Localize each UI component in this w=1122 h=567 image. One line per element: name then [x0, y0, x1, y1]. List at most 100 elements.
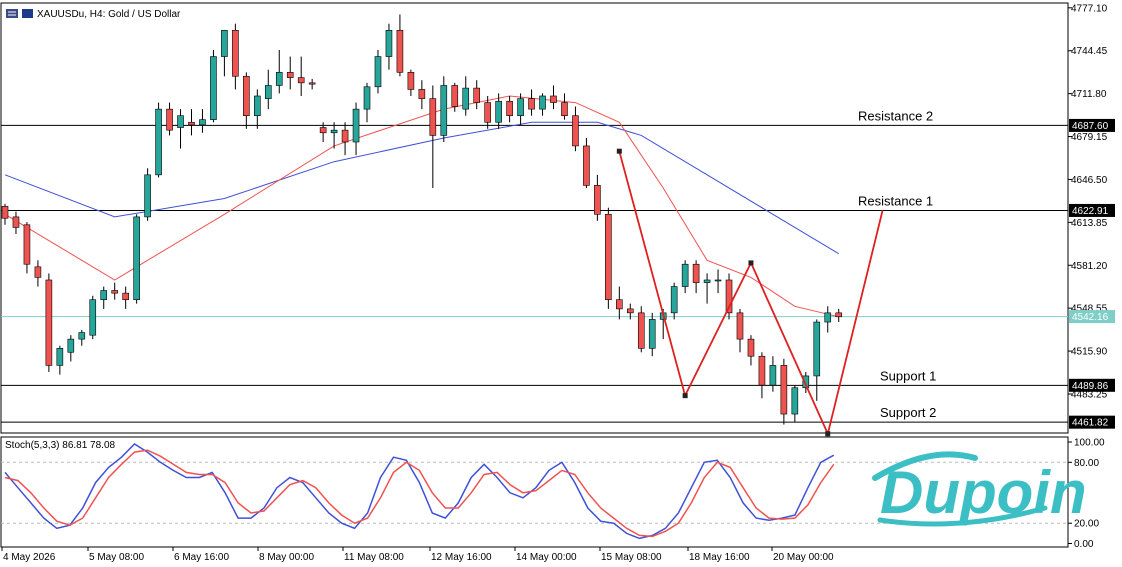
price-tick-label: 4679.15: [1071, 132, 1108, 143]
candle-bear-body: [736, 312, 744, 340]
candle-bear-body: [286, 72, 294, 78]
candle-bull-body: [67, 338, 75, 353]
zigzag-point: [616, 148, 622, 154]
candle: [78, 329, 86, 346]
menu-icon[interactable]: [6, 9, 18, 18]
candle: [34, 260, 42, 287]
candle: [802, 371, 810, 394]
level-price-tag-label: 4687.60: [1072, 121, 1109, 132]
candle-bear-body: [528, 98, 535, 110]
candle-bull-body: [199, 119, 206, 126]
candle: [440, 76, 448, 142]
price-tick-label: 4777.10: [1071, 3, 1108, 14]
candle: [111, 282, 118, 300]
candle-bear-body: [583, 145, 590, 186]
candle-bear-body: [1, 206, 9, 219]
candle-bear-body: [637, 312, 645, 349]
candle-bull-body: [462, 87, 470, 110]
candle-bull-body: [440, 85, 448, 136]
candle: [517, 93, 524, 125]
candle: [188, 109, 195, 136]
stoch-title: Stoch(5,3,3) 86.81 78.08: [5, 440, 116, 451]
symbol-label: XAUUSDu, H4: Gold / US Dollar: [37, 9, 181, 20]
candle-bear-body: [407, 72, 415, 90]
candle: [495, 93, 502, 129]
candle-bear-body: [561, 102, 568, 117]
candle-bull-body: [539, 95, 546, 110]
support-resistance-levels: Resistance 2 Resistance 1 Support 1 Support…: [1, 108, 1068, 423]
candle: [221, 29, 228, 77]
level-price-tag-label: 4489.86: [1072, 381, 1109, 392]
candle: [451, 82, 459, 112]
level-price-tag-label: 4461.82: [1072, 418, 1109, 429]
zigzag-point: [825, 431, 831, 437]
candle-bull-body: [78, 332, 86, 340]
candle: [539, 93, 546, 116]
candle-bear-body: [616, 299, 623, 310]
candle-bull-body: [264, 85, 272, 99]
candle-bear-body: [45, 279, 53, 366]
candle: [23, 222, 31, 274]
candle-bear-body: [188, 121, 195, 126]
candle: [155, 102, 162, 178]
time-tick-label: 4 May 2026: [3, 552, 56, 562]
price-tick-label: 4646.50: [1071, 175, 1108, 186]
candle: [703, 273, 711, 304]
header: XAUUSDu, H4: Gold / US Dollar: [6, 9, 181, 20]
candle: [462, 76, 470, 116]
candle: [100, 286, 108, 309]
ma-slow-line: [4, 121, 839, 255]
candle-bear-body: [23, 224, 31, 265]
candle: [681, 260, 689, 294]
candle: [714, 269, 722, 294]
candle: [747, 335, 755, 366]
ma-fast-line: [4, 95, 839, 318]
candle-bull-body: [769, 365, 777, 386]
candle-bull-body: [385, 29, 393, 57]
candle: [528, 89, 535, 116]
candle-bull-body: [275, 72, 283, 86]
price-tick-label: 4548.55: [1071, 304, 1108, 315]
current-price-tag: [1069, 310, 1115, 324]
candle-bull-body: [100, 290, 108, 301]
candle-bull-body: [89, 299, 97, 336]
logo-text: Dupoin: [880, 459, 1087, 526]
candle: [363, 82, 371, 123]
stoch-k-line: [4, 443, 835, 540]
price-tick-label: 4744.45: [1071, 46, 1108, 57]
candle: [594, 174, 601, 221]
candle: [572, 106, 579, 152]
candle: [791, 385, 799, 422]
candle-bear-body: [780, 365, 788, 415]
level-label: Support 1: [880, 368, 936, 383]
candle-bear-body: [396, 29, 404, 73]
candle: [1, 203, 9, 225]
candle-bull-body: [221, 29, 228, 57]
level-price-tag: [1069, 118, 1115, 132]
candle: [605, 207, 612, 309]
level-label: Resistance 1: [858, 193, 933, 208]
candle: [199, 109, 206, 133]
candle-bull-body: [352, 108, 360, 143]
candle-bear-body: [111, 290, 118, 294]
price-tick-label: 4711.80: [1071, 89, 1107, 100]
candle-bull-body: [177, 115, 184, 128]
candle: [813, 319, 821, 401]
candle-bear-body: [747, 338, 755, 357]
candle: [232, 23, 239, 90]
time-tick-label: 5 May 08:00: [89, 552, 144, 562]
candle-bear-body: [122, 292, 129, 301]
candle: [89, 295, 97, 340]
chart-icon[interactable]: [22, 9, 33, 18]
stoch-tick-label: 20.00: [1074, 519, 1099, 530]
candle: [56, 345, 64, 375]
price-tags: 4687.60 4622.91 4489.86 4461.82 4542.16: [1069, 118, 1115, 429]
candle: [407, 69, 415, 96]
main-pane-frame: [0, 2, 1069, 434]
candle: [122, 286, 129, 309]
stoch-lines: [4, 443, 835, 540]
candle: [616, 286, 623, 320]
time-tick-label: 20 May 00:00: [773, 552, 834, 562]
